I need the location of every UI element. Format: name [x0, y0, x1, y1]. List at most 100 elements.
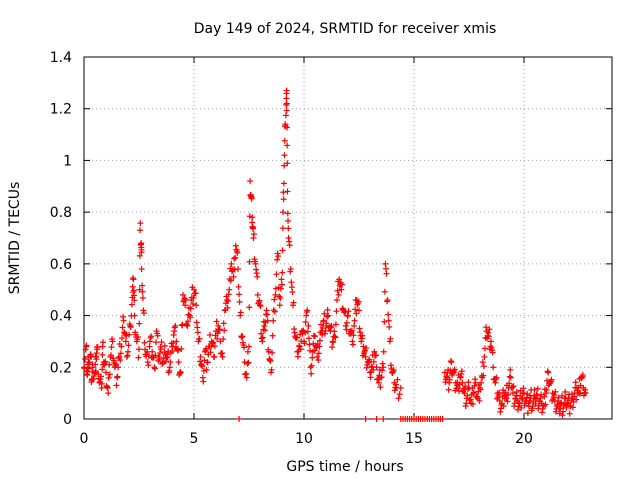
data-point: [225, 298, 232, 305]
data-point: [269, 332, 276, 339]
data-point: [276, 302, 283, 309]
data-point: [370, 366, 377, 373]
data-point: [500, 403, 507, 410]
data-point: [236, 298, 243, 305]
data-point: [478, 379, 485, 386]
data-point: [375, 379, 382, 386]
data-point: [335, 291, 342, 298]
data-point: [481, 353, 488, 360]
data-point: [279, 225, 286, 232]
data-point: [192, 290, 199, 297]
data-point: [572, 379, 579, 386]
data-point: [259, 334, 266, 341]
data-point: [200, 367, 207, 374]
data-point: [445, 386, 452, 393]
data-point: [145, 362, 152, 369]
data-point: [139, 294, 146, 301]
data-point: [543, 387, 550, 394]
data-point: [208, 343, 215, 350]
data-point: [542, 401, 549, 408]
data-point: [244, 360, 251, 367]
y-tick-label: 0.8: [50, 205, 72, 221]
data-point: [309, 354, 316, 361]
data-point: [86, 359, 93, 366]
data-point: [394, 376, 401, 383]
data-point: [481, 345, 488, 352]
x-tick-label: 5: [190, 431, 199, 447]
data-point: [293, 334, 300, 341]
data-point: [286, 242, 293, 249]
data-point: [220, 336, 227, 343]
data-point: [306, 341, 313, 348]
data-point: [273, 271, 280, 278]
data-point: [319, 324, 326, 331]
data-point: [283, 100, 290, 107]
data-point: [184, 318, 191, 325]
data-point: [211, 343, 218, 350]
data-point: [204, 359, 211, 366]
data-point: [280, 196, 287, 203]
data-point: [138, 266, 145, 273]
y-tick-label: 1.4: [50, 50, 72, 66]
data-point: [129, 283, 136, 290]
data-point: [156, 356, 163, 363]
data-point: [507, 374, 514, 381]
data-point: [301, 340, 308, 347]
data-point: [284, 188, 291, 195]
data-point: [249, 214, 256, 221]
data-point: [380, 348, 387, 355]
data-point: [264, 317, 271, 324]
y-tick-label: 0.6: [50, 257, 72, 273]
data-point: [187, 314, 194, 321]
data-point: [200, 378, 207, 385]
data-point: [117, 350, 124, 357]
data-point: [439, 416, 446, 422]
data-point: [345, 308, 352, 315]
data-point: [277, 285, 284, 292]
data-point: [248, 195, 255, 202]
data-point: [131, 312, 138, 319]
grid-lines: [84, 57, 612, 419]
data-point: [287, 266, 294, 273]
data-point: [92, 369, 98, 376]
data-point: [333, 308, 340, 315]
data-point: [182, 297, 189, 304]
data-point: [490, 364, 497, 371]
data-point: [219, 353, 226, 360]
data-point: [352, 306, 359, 313]
data-point: [99, 351, 106, 358]
data-point: [278, 276, 285, 283]
data-point: [479, 359, 486, 366]
data-point: [381, 318, 388, 325]
data-point: [227, 277, 234, 284]
data-point: [169, 347, 176, 354]
data-point: [446, 376, 453, 383]
data-point: [269, 349, 276, 356]
data-point: [122, 338, 129, 345]
data-point: [279, 269, 286, 276]
data-point: [284, 124, 291, 131]
data-point: [557, 405, 564, 412]
data-point: [383, 270, 390, 277]
data-point: [367, 374, 374, 381]
data-point: [282, 112, 289, 119]
data-point: [141, 339, 148, 346]
data-point: [385, 311, 392, 318]
data-point: [573, 396, 580, 403]
y-tick-label: 1: [63, 153, 72, 169]
data-point: [308, 370, 315, 377]
data-point: [102, 358, 109, 365]
data-point: [356, 307, 362, 314]
data-point: [465, 379, 472, 386]
data-point: [146, 343, 153, 350]
data-point: [173, 338, 180, 345]
data-point: [506, 380, 513, 387]
data-point: [252, 260, 259, 267]
data-point: [534, 392, 541, 399]
data-point: [214, 330, 221, 337]
data-point: [127, 324, 134, 331]
data-point: [551, 391, 558, 398]
data-point: [304, 307, 311, 314]
data-point: [246, 343, 252, 350]
data-point: [325, 312, 332, 319]
